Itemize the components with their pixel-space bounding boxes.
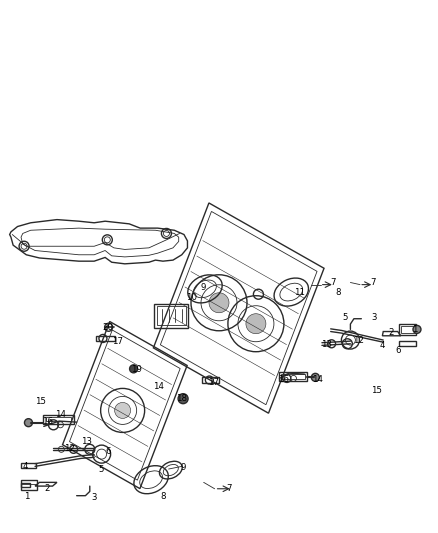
Text: 20: 20 (102, 324, 113, 332)
Text: 3: 3 (371, 313, 377, 322)
Text: 17: 17 (112, 337, 123, 345)
Text: 3: 3 (92, 493, 97, 502)
Text: 10: 10 (186, 293, 198, 302)
Circle shape (413, 325, 421, 334)
Text: 9: 9 (201, 284, 206, 292)
Text: 15: 15 (371, 386, 382, 394)
Text: 4: 4 (23, 463, 28, 471)
Text: 14: 14 (55, 410, 66, 418)
Text: 13: 13 (321, 341, 332, 349)
Text: 7: 7 (330, 278, 336, 287)
Text: 8: 8 (161, 492, 166, 501)
Text: 12: 12 (353, 336, 364, 344)
Text: 14: 14 (153, 383, 164, 391)
Text: 8: 8 (336, 288, 341, 296)
Circle shape (246, 314, 266, 334)
Text: 6: 6 (106, 448, 111, 456)
Text: 13: 13 (81, 437, 92, 446)
Circle shape (311, 373, 319, 382)
Text: 19: 19 (131, 365, 142, 374)
Text: 4: 4 (379, 341, 385, 350)
Text: 16: 16 (42, 417, 53, 426)
Text: 6: 6 (395, 346, 400, 355)
Text: 11: 11 (293, 288, 305, 296)
Text: 18: 18 (176, 394, 187, 403)
Text: 1: 1 (413, 325, 418, 334)
Text: 5: 5 (343, 313, 348, 322)
Text: 1: 1 (24, 492, 29, 500)
Text: 2: 2 (388, 328, 393, 337)
Text: 7: 7 (371, 278, 376, 287)
Text: 12: 12 (64, 445, 75, 453)
Text: 5: 5 (99, 465, 104, 473)
Text: 7: 7 (227, 484, 232, 492)
Text: 14: 14 (312, 375, 324, 384)
Text: 9: 9 (180, 464, 186, 472)
Circle shape (115, 402, 131, 418)
Text: 2: 2 (45, 484, 50, 492)
Circle shape (25, 418, 32, 427)
Circle shape (178, 394, 188, 403)
Text: 16: 16 (278, 375, 290, 384)
Circle shape (130, 365, 138, 373)
Circle shape (209, 293, 229, 313)
Text: 17: 17 (208, 378, 219, 387)
Text: 15: 15 (35, 397, 46, 406)
